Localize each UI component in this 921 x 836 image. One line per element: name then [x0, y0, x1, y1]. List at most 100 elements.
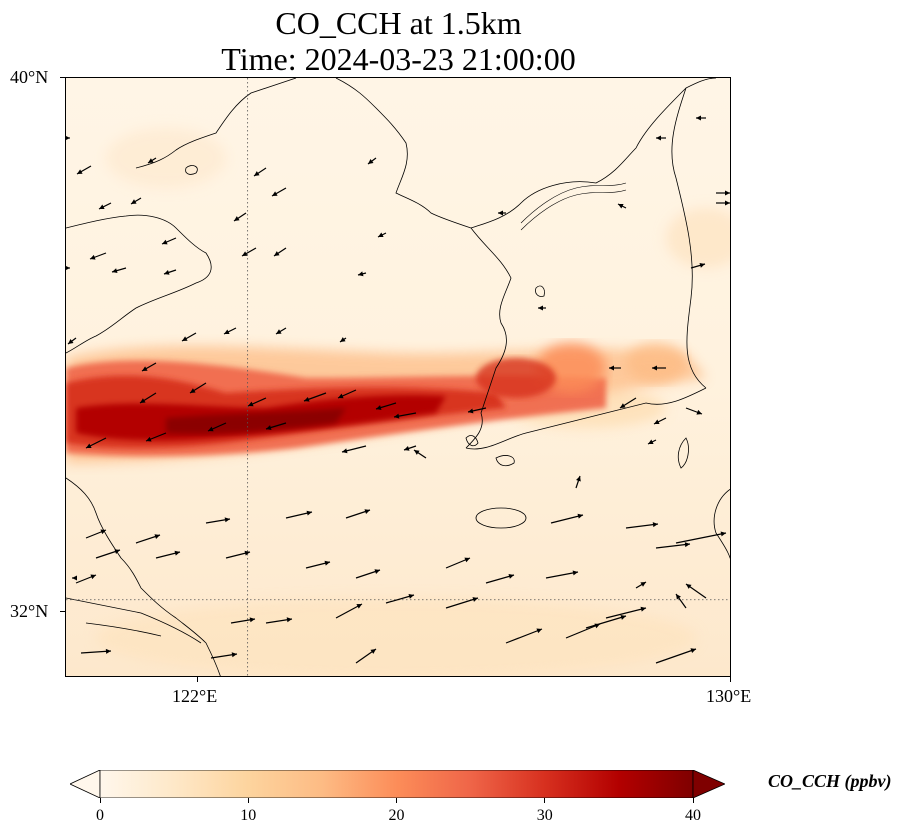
colorbar-tick-mark [692, 798, 694, 803]
wind-vector-head [140, 398, 146, 403]
wind-vector-head [248, 401, 254, 407]
lon-tick-label-122: 122°E [172, 686, 218, 706]
colorbar-tick-mark [396, 798, 397, 803]
map-title-line2: Time: 2024-03-23 21:00:00 [221, 41, 576, 77]
wind-vector-head [699, 262, 705, 268]
wind-vector-head [696, 409, 702, 415]
wind-vector-head [654, 419, 660, 424]
wind-vector-head [304, 396, 310, 402]
wind-vector-head [324, 560, 330, 566]
wind-vector-head [618, 204, 624, 209]
wind-vector-head [686, 584, 692, 589]
wind-vector-head [370, 649, 376, 654]
colorbar-tick-mark [544, 798, 546, 803]
wind-vector-head [464, 557, 470, 563]
wind-vector-head [224, 329, 230, 334]
wind-vector-head [276, 329, 282, 334]
colorbar-tick-label: 30 [536, 807, 553, 824]
coastlines [66, 78, 730, 676]
map-panel [65, 77, 731, 677]
wind-vector-head [648, 439, 654, 444]
wind-vector-head [358, 271, 364, 277]
wind-vector [565, 623, 601, 639]
wind-vector-head [86, 443, 92, 448]
wind-vector-head [224, 517, 230, 523]
wind-vector-head [576, 476, 581, 482]
colorbar-tick-label: 10 [240, 807, 257, 824]
wind-vector-head [368, 159, 374, 164]
wind-vector-head [620, 615, 626, 620]
map-canvas [66, 78, 730, 676]
wind-vector-head [342, 448, 348, 454]
wind-vector-head [577, 513, 583, 519]
lat-tick-label-40: 40°N [10, 67, 49, 87]
wind-vector-head [408, 593, 414, 599]
wind-vectors [66, 115, 730, 664]
wind-vector-head [338, 393, 344, 399]
wind-vector-head [572, 570, 578, 576]
wind-vector [550, 514, 584, 524]
wind-vector-head [154, 534, 160, 539]
wind-vector-head [286, 617, 292, 623]
wind-vector-head [376, 405, 382, 410]
wind-vector-head [244, 550, 250, 556]
colorbar-gradient [99, 770, 694, 798]
wind-vector-head [114, 549, 120, 554]
wind-vector-head [472, 597, 478, 602]
wind-vector-head [142, 366, 148, 371]
wind-vector-head [90, 574, 96, 580]
wind-vector-head [656, 135, 661, 141]
colorbar-extend-arrow [692, 770, 725, 798]
wind-vector-head [468, 408, 474, 414]
wind-vector-head [99, 204, 105, 209]
wind-vector-head [306, 510, 312, 516]
wind-vector-head [676, 594, 681, 600]
wind-vector-head [77, 169, 83, 174]
wind-vector-head [404, 446, 410, 451]
wind-vector [655, 543, 691, 549]
wind-vector [505, 628, 543, 644]
wind-vector [625, 523, 659, 529]
colorbar-min-end [70, 770, 101, 798]
lat-tick-mark-32 [60, 611, 65, 612]
wind-vector-head [146, 436, 152, 442]
wind-vector [605, 607, 647, 619]
wind-vector-head [231, 652, 237, 658]
wind-vector-head [112, 268, 118, 274]
wind-vector-head [90, 254, 96, 260]
wind-vector-head [249, 617, 255, 623]
wind-vector-head [182, 336, 188, 341]
co-plume [66, 343, 706, 463]
wind-vector-head [340, 337, 346, 342]
lat-tick-label-32: 32°N [10, 601, 49, 621]
wind-vector [80, 650, 112, 654]
colorbar-tick-label: 20 [388, 807, 405, 824]
wind-vector-head [234, 216, 240, 221]
wind-vector-head [356, 604, 362, 609]
wind-vector [655, 648, 697, 664]
wind-vector-head [725, 190, 730, 196]
wind-vector-head [162, 239, 168, 245]
wind-vector-head [272, 191, 278, 196]
wind-vector-head [394, 413, 400, 419]
colorbar-tick-mark [99, 798, 101, 803]
colorbar-tick-mark [247, 798, 249, 803]
wind-vector-head [242, 251, 248, 256]
wind-vector-head [652, 522, 658, 528]
wind-vector-head [274, 251, 280, 256]
wind-vector-head [105, 648, 111, 654]
wind-vector-head [414, 450, 420, 455]
lon-tick-label-130: 130°E [706, 686, 752, 706]
colorbar-tick-label: 40 [685, 807, 701, 824]
wind-vector-head [725, 200, 730, 206]
colorbar-label: CO_CCH (ppbv) [768, 771, 892, 791]
wind-vector-head [364, 509, 370, 514]
wind-vector-head [378, 232, 384, 237]
wind-vector-head [148, 158, 154, 163]
wind-vector-head [652, 365, 657, 371]
wind-vector-head [68, 339, 74, 344]
lat-tick-mark-40 [60, 77, 65, 78]
wind-vector-head [640, 606, 646, 612]
wind-vector-head [720, 531, 726, 537]
wind-vector-head [254, 171, 260, 176]
